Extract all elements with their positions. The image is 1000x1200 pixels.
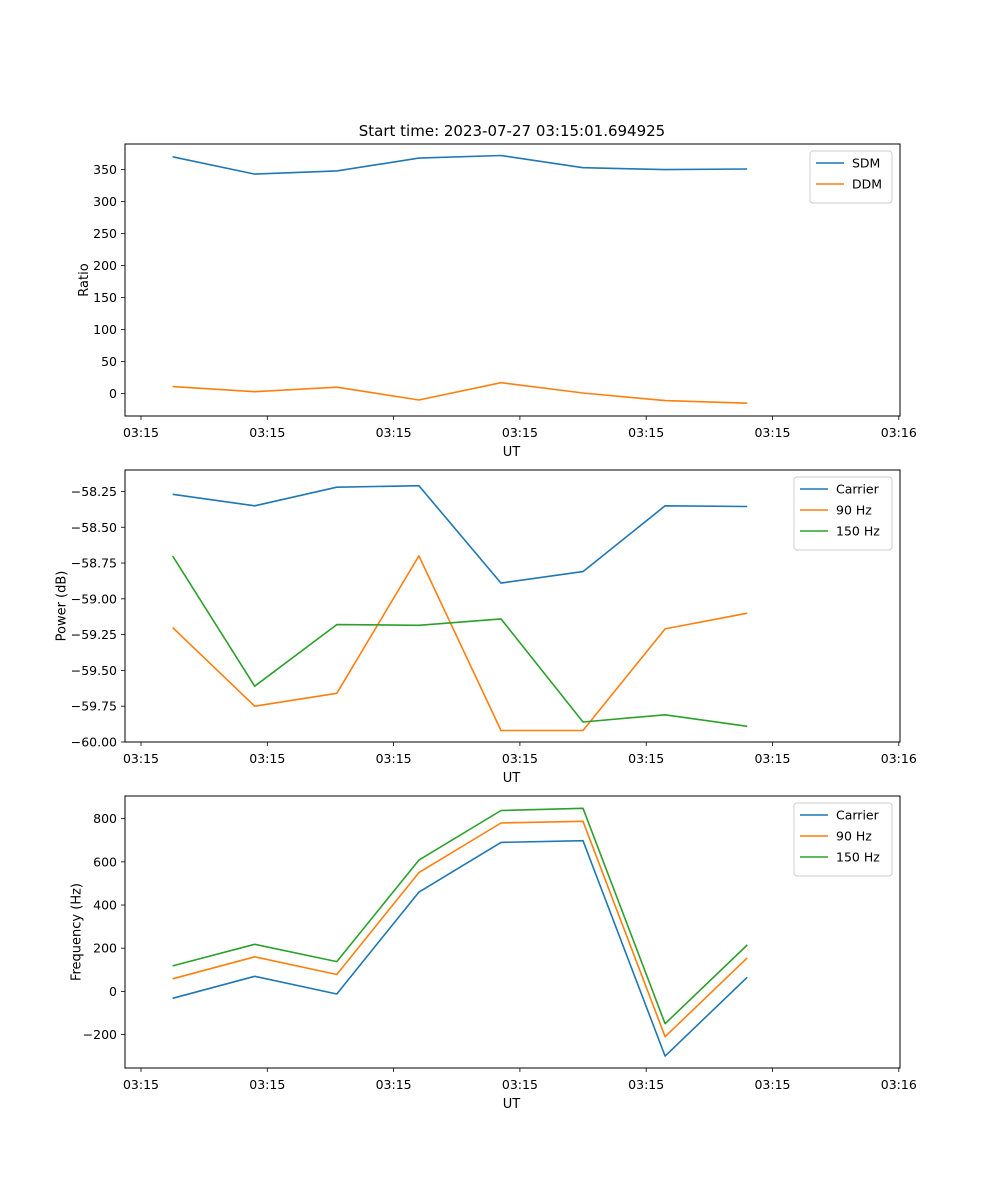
- panels: 03:15 03:15 03:15 03:15 03:15 03:15 03:16 UT 0 50…: [54, 143, 917, 1112]
- series-line-90-hz: [172, 820, 748, 1038]
- x-tick-label: 03:16: [881, 751, 917, 766]
- x-tick-label: 03:15: [502, 751, 538, 766]
- x-tick-label: 03:15: [249, 1077, 285, 1092]
- y-tick-label: −59.25: [71, 627, 117, 642]
- x-tick-label: 03:15: [754, 1077, 790, 1092]
- legend-label: 150 Hz: [836, 850, 880, 865]
- y-tick-label: −58.25: [71, 484, 117, 499]
- x-tick-label: 03:15: [628, 1077, 664, 1092]
- y-tick-label: 300: [93, 194, 117, 209]
- y-tick-label: −60.00: [71, 735, 117, 750]
- x-tick-label: 03:15: [249, 751, 285, 766]
- y-axis-label: Ratio: [77, 263, 92, 296]
- y-tick-label: 200: [93, 941, 117, 956]
- x-tick-label: 03:15: [754, 751, 790, 766]
- x-tick-label: 03:15: [123, 1077, 159, 1092]
- y-tick-label: 100: [93, 322, 117, 337]
- y-tick-label: −200: [83, 1027, 117, 1042]
- legend-label: DDM: [852, 177, 882, 192]
- series-line-150-hz: [171, 555, 748, 728]
- legend-label: 90 Hz: [836, 503, 872, 518]
- y-tick-label: 50: [101, 354, 117, 369]
- y-tick-label: 150: [93, 290, 117, 305]
- y-tick-label: −59.00: [71, 591, 117, 606]
- x-tick-label: 03:16: [881, 425, 917, 440]
- y-tick-label: −58.50: [71, 520, 117, 535]
- legend-label: 90 Hz: [836, 829, 872, 844]
- x-tick-label: 03:15: [123, 425, 159, 440]
- series-line-carrier: [172, 484, 748, 584]
- series-line-carrier: [172, 839, 748, 1057]
- y-tick-label: −59.50: [71, 663, 117, 678]
- x-axis-label: UT: [503, 445, 521, 460]
- x-tick-label: 03:15: [376, 425, 412, 440]
- legend: Carrier 90 Hz 150 Hz: [793, 476, 893, 551]
- x-tick-label: 03:16: [881, 1077, 917, 1092]
- panel-1: 03:15 03:15 03:15 03:15 03:15 03:15 03:16 UT 0 50…: [77, 143, 917, 460]
- legend-box: [809, 150, 893, 204]
- legend-label: 150 Hz: [836, 524, 880, 539]
- y-tick-label: 0: [109, 984, 117, 999]
- x-axis-label: UT: [503, 1097, 521, 1112]
- x-tick-label: 03:15: [376, 1077, 412, 1092]
- legend-label: Carrier: [836, 808, 880, 823]
- series-line-90-hz: [172, 555, 748, 732]
- x-tick-label: 03:15: [754, 425, 790, 440]
- x-tick-label: 03:15: [502, 1077, 538, 1092]
- legend-label: Carrier: [836, 482, 880, 497]
- figure-title: Start time: 2023-07-27 03:15:01.694925: [359, 122, 665, 140]
- panel-2: 03:15 03:15 03:15 03:15 03:15 03:15 03:16 UT −60…: [54, 469, 917, 786]
- axes-frame: [124, 469, 901, 743]
- legend-label: SDM: [852, 156, 880, 171]
- x-tick-label: 03:15: [249, 425, 285, 440]
- axes-frame: [124, 795, 901, 1069]
- y-tick-label: 0: [109, 386, 117, 401]
- series-line-ddm: [172, 381, 748, 404]
- y-tick-label: −58.75: [71, 556, 117, 571]
- y-tick-label: 800: [93, 811, 117, 826]
- x-tick-label: 03:15: [628, 425, 664, 440]
- y-axis-label: Frequency (Hz): [70, 883, 85, 981]
- y-tick-label: 400: [93, 898, 117, 913]
- y-axis-label: Power (dB): [54, 571, 69, 642]
- x-tick-label: 03:15: [123, 751, 159, 766]
- x-tick-label: 03:15: [628, 751, 664, 766]
- legend: Carrier 90 Hz 150 Hz: [793, 802, 893, 877]
- y-tick-label: −59.75: [71, 699, 117, 714]
- x-tick-label: 03:15: [376, 751, 412, 766]
- x-axis-label: UT: [503, 771, 521, 786]
- y-tick-label: 350: [93, 162, 117, 177]
- y-tick-label: 250: [93, 226, 117, 241]
- series-line-150-hz: [172, 807, 748, 1025]
- axes-frame: [124, 143, 901, 417]
- legend: SDM DDM: [809, 150, 893, 204]
- y-tick-label: 600: [93, 854, 117, 869]
- panel-3: 03:15 03:15 03:15 03:15 03:15 03:15 03:16 UT −20…: [70, 795, 917, 1112]
- series-line-sdm: [172, 154, 748, 175]
- x-tick-label: 03:15: [502, 425, 538, 440]
- y-tick-label: 200: [93, 258, 117, 273]
